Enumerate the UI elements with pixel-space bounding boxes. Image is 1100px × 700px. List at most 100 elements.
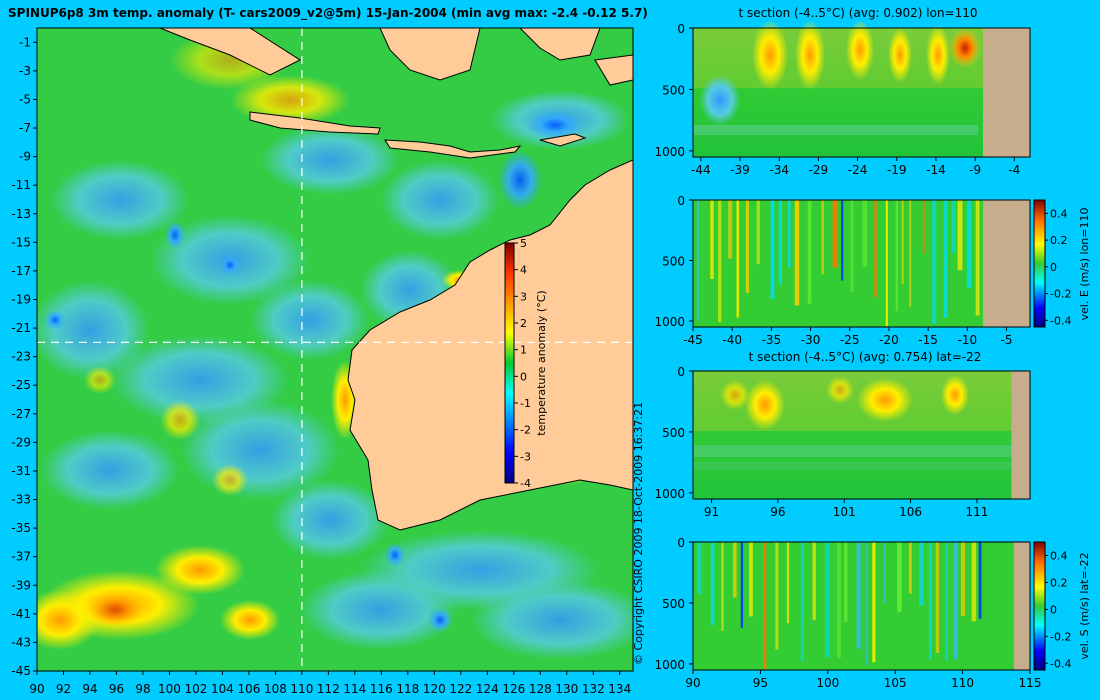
map-y-tick-label: -3 <box>19 64 31 78</box>
vel-e-section-y-tick-label: 500 <box>662 254 685 268</box>
map-colorbar: 5 4 3 2 1 0 -1 -2 -3 -4 temperature anomaly (°C) <box>504 237 548 490</box>
vel-e-stripes <box>697 200 980 327</box>
velocity-streak <box>697 542 702 595</box>
t-section-lon-features <box>693 20 1030 135</box>
map-y-tick-label: -1 <box>19 35 31 49</box>
australia-land <box>347 159 633 531</box>
vel-e-section-colorbar-tick-label: 0.4 <box>1050 207 1068 220</box>
velocity-streak <box>732 542 737 598</box>
map-colorbar-tick-label: -2 <box>520 424 531 437</box>
t-section-lat-y-axis: 0 500 1000 <box>654 365 693 501</box>
main-title: SPINUP6p8 3m temp. anomaly (T- cars2009_… <box>8 6 648 21</box>
velocity-streak <box>971 542 977 622</box>
velocity-streak <box>873 200 878 298</box>
vel-e-section-y-tick-label: 1000 <box>654 315 685 329</box>
velocity-streak <box>837 542 841 659</box>
t-section-lon-x-tick-label: -14 <box>926 163 946 177</box>
t-section-lon-x-axis: -44 -39 -34 -29 -24 -19 -14 -9 -4 <box>691 157 1020 177</box>
map-y-tick-label: -25 <box>11 378 31 392</box>
map-x-tick-label: 112 <box>317 682 340 696</box>
velocity-streak <box>978 542 982 619</box>
t-section-lat-x-axis: 91 96 101 106 111 <box>704 499 988 519</box>
map-x-tick-label: 108 <box>264 682 287 696</box>
vel-s-colorbar-ticks: 0.4 0.2 0 -0.2 -0.4 <box>1045 549 1071 670</box>
map-x-tick-label: 122 <box>449 682 472 696</box>
velocity-streak <box>710 200 714 279</box>
map-x-tick-label: 96 <box>109 682 124 696</box>
map-x-tick-label: 132 <box>582 682 605 696</box>
vel-e-section-colorbar-tick-label: 0.2 <box>1050 234 1068 247</box>
t-section-lon-x-tick-label: -4 <box>1008 163 1020 177</box>
vel-e-section-x-tick-label: -30 <box>801 333 821 347</box>
vel-e-section-colorbar-tick-label: 0 <box>1050 261 1057 274</box>
map-colorbar-tick-label: -1 <box>520 397 531 410</box>
timor-land <box>539 133 587 147</box>
velocity-streak <box>740 542 744 628</box>
velocity-streak <box>856 542 861 649</box>
vel-e-section-x-tick-label: -5 <box>1001 333 1013 347</box>
velocity-streak <box>929 542 932 660</box>
vel-s-section-x-tick-label: 110 <box>951 676 974 690</box>
t-section-lon-x-tick-label: -9 <box>969 163 981 177</box>
velocity-streak <box>786 542 790 624</box>
map-x-tick-label: 110 <box>290 682 313 696</box>
map-y-tick-label: -9 <box>19 150 31 164</box>
velocity-streak <box>756 200 760 265</box>
velocity-streak <box>832 200 838 268</box>
vel-s-section-x-tick-label: 95 <box>753 676 768 690</box>
velocity-streak <box>697 200 700 321</box>
velocity-streak <box>945 542 948 661</box>
velocity-streak <box>862 200 868 268</box>
t-section-lat-x-tick-label: 111 <box>965 505 988 519</box>
velocity-streak <box>718 200 722 323</box>
t-section-lon-x-tick-label: -39 <box>730 163 750 177</box>
t-section-lon-x-tick-label: -34 <box>769 163 789 177</box>
vel-s-section-x-tick-label: 105 <box>884 676 907 690</box>
velocity-streak <box>885 200 888 327</box>
velocity-streak <box>850 200 854 292</box>
section-crosshair <box>37 28 633 671</box>
map-x-tick-label: 128 <box>529 682 552 696</box>
vel-s-section-y-axis: 0 500 1000 <box>654 536 693 672</box>
t-section-lon-y-tick-label: 0 <box>677 22 685 36</box>
vel-s-section-colorbar-tick-label: 0.2 <box>1050 576 1068 589</box>
velocity-streak <box>728 200 733 259</box>
t-section-lon-panel: t section (-4..5°C) (avg: 0.902) lon=110… <box>654 6 1031 177</box>
velocity-streak <box>943 200 948 318</box>
vel-e-section-x-tick-label: -15 <box>918 333 938 347</box>
vel-s-section-x-tick-label: 90 <box>685 676 700 690</box>
map-x-tick-label: 130 <box>555 682 578 696</box>
velocity-streak <box>778 200 783 285</box>
velocity-streak <box>841 200 844 281</box>
map-y-tick-label: -27 <box>11 407 31 421</box>
map-y-tick-label: -13 <box>11 207 31 221</box>
velocity-streak <box>883 542 886 604</box>
t-section-lon-x-tick-label: -44 <box>691 163 711 177</box>
vel-s-colorbar-ramp <box>1033 541 1046 671</box>
vel-e-section-colorbar-tick-label: -0.2 <box>1050 288 1071 301</box>
sumatra-land <box>159 28 302 76</box>
map-x-tick-label: 98 <box>135 682 150 696</box>
velocity-streak <box>872 542 876 663</box>
map-field <box>37 28 633 671</box>
vel-e-section-seafloor <box>982 200 1030 327</box>
velocity-streak <box>922 200 926 254</box>
t-section-lat-title: t section (-4..5°C) (avg: 0.754) lat=-22 <box>749 350 982 364</box>
map-x-tick-label: 118 <box>396 682 419 696</box>
map-y-tick-label: -23 <box>11 350 31 364</box>
vel-e-section-y-tick-label: 0 <box>677 194 685 208</box>
map-x-tick-label: 102 <box>184 682 207 696</box>
map-y-axis: -1 -3 -5 -7 -9 -11 -13 -15 -17 -19 -21 -23 -25 -27 -29… <box>11 35 37 678</box>
velocity-streak <box>844 542 848 622</box>
t-section-lon-seafloor <box>982 28 1030 157</box>
map-colorbar-tick-label: 3 <box>520 290 527 303</box>
velocity-streak <box>953 542 959 660</box>
velocity-streak <box>770 200 775 299</box>
velocity-streak <box>775 542 779 650</box>
vel-s-section-colorbar-tick-label: 0 <box>1050 603 1057 616</box>
map-y-tick-label: -7 <box>19 121 31 135</box>
velocity-streak <box>932 200 937 324</box>
velocity-streak <box>960 542 966 616</box>
velocity-streak <box>966 200 972 289</box>
